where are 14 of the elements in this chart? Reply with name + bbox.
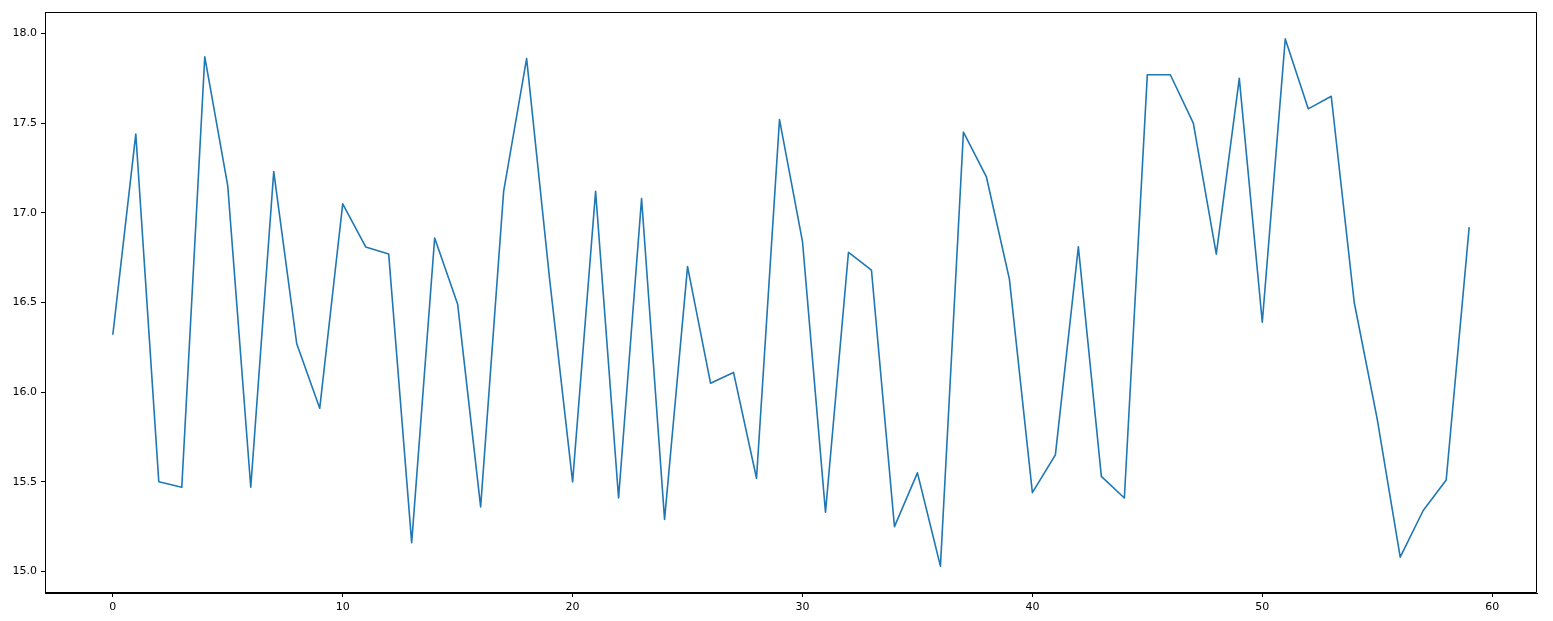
y-tick-label: 18.0: [12, 26, 37, 40]
x-tick-label: 30: [795, 600, 810, 614]
y-tick-label: 17.5: [12, 116, 37, 130]
x-tick-label: 40: [1025, 600, 1040, 614]
x-tick-label: 60: [1485, 600, 1500, 614]
y-tick-label: 15.0: [12, 564, 37, 578]
x-tick-label: 50: [1255, 600, 1270, 614]
x-tick-label: 0: [109, 600, 117, 614]
x-tick-label: 10: [335, 600, 350, 614]
y-tick-label: 16.5: [12, 295, 37, 309]
y-tick-label: 17.0: [12, 205, 37, 219]
y-tick-label: 15.5: [12, 474, 37, 488]
x-tick-label: 20: [565, 600, 580, 614]
y-tick-label: 16.0: [12, 385, 37, 399]
